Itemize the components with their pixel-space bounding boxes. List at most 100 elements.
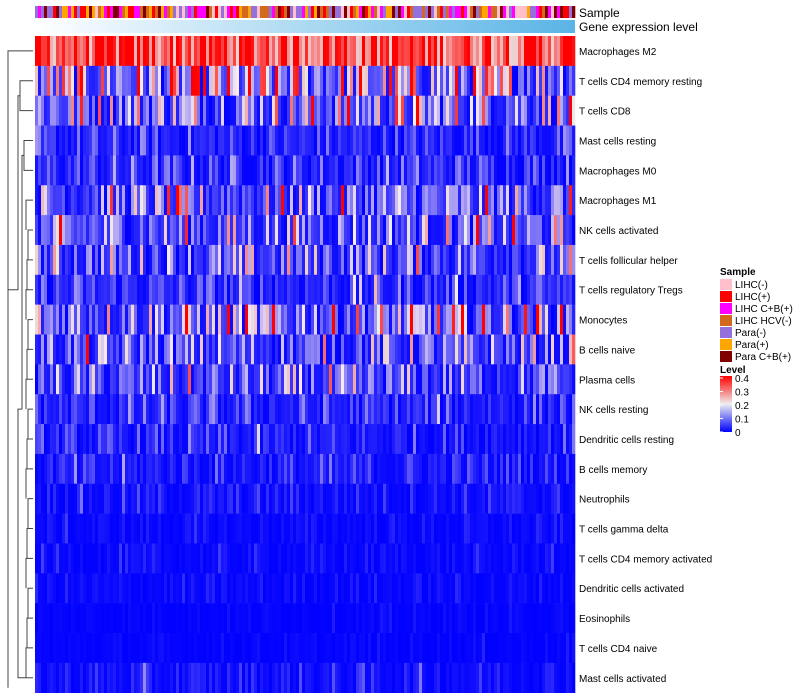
heatmap-cell — [164, 185, 168, 216]
heatmap-cell — [443, 483, 447, 514]
heatmap-cell — [125, 513, 129, 544]
heatmap-cell — [386, 453, 390, 485]
heatmap-cell — [236, 513, 240, 544]
heatmap-cell — [563, 453, 567, 485]
heatmap-cell — [251, 155, 255, 186]
heatmap-cell — [353, 185, 357, 216]
heatmap-cell — [266, 95, 270, 126]
heatmap-cell — [443, 244, 447, 276]
legend-sample-label: Para(+) — [735, 340, 769, 351]
heatmap-cell — [302, 483, 306, 514]
heatmap-cell — [71, 513, 75, 544]
heatmap-cell — [101, 394, 105, 425]
heatmap-cell — [206, 155, 210, 186]
heatmap-cell — [89, 364, 93, 395]
heatmap-cell — [362, 274, 366, 305]
heatmap-cell — [497, 394, 501, 425]
heatmap-cell — [200, 513, 204, 544]
heatmap-cell — [185, 513, 189, 544]
heatmap-cell — [131, 334, 135, 365]
heatmap-cell — [359, 304, 363, 335]
heatmap-cell — [332, 394, 336, 425]
sample-annotation-cell — [524, 6, 528, 18]
heatmap-cell — [449, 543, 453, 574]
heatmap-cell — [239, 633, 243, 664]
heatmap-cell — [452, 424, 456, 455]
heatmap-cell — [548, 603, 552, 634]
heatmap-cell — [530, 215, 534, 246]
heatmap-cell — [470, 65, 474, 96]
heatmap-cell — [74, 334, 78, 365]
heatmap-cell — [566, 274, 570, 305]
heatmap-cell — [422, 95, 426, 126]
heatmap-cell — [389, 185, 393, 216]
heatmap-cell — [368, 483, 372, 514]
heatmap-cell — [326, 424, 330, 455]
heatmap-cell — [146, 573, 150, 604]
heatmap-cell — [218, 215, 222, 246]
heatmap-cell — [242, 453, 246, 485]
heatmap-cell — [437, 453, 441, 485]
heatmap-cell — [476, 185, 480, 216]
heatmap-cell — [47, 513, 51, 544]
heatmap-cell — [434, 304, 438, 335]
heatmap-cell — [410, 274, 414, 305]
heatmap-cell — [395, 125, 399, 156]
heatmap-cell — [278, 274, 282, 305]
heatmap-cell — [413, 304, 417, 335]
heatmap-cell — [152, 603, 156, 634]
sample-annotation-cell — [449, 6, 453, 18]
heatmap-cell — [317, 125, 321, 156]
sample-annotation-cell — [362, 6, 366, 18]
heatmap-cell — [410, 364, 414, 395]
heatmap-cell — [302, 662, 306, 693]
heatmap-cell — [572, 155, 576, 186]
heatmap-cell — [242, 334, 246, 365]
heatmap-cell — [410, 483, 414, 514]
heatmap-cell — [320, 394, 324, 425]
heatmap-cell — [308, 304, 312, 335]
heatmap-cell — [71, 453, 75, 485]
heatmap-cell — [434, 603, 438, 634]
heatmap-cell — [35, 36, 39, 67]
heatmap-cell — [545, 304, 549, 335]
heatmap-cell — [185, 483, 189, 514]
sample-annotation-cell — [248, 6, 252, 18]
heatmap-cell — [434, 36, 438, 67]
heatmap-cell — [269, 334, 273, 365]
legend-swatch — [720, 351, 732, 362]
heatmap-cell — [341, 95, 345, 126]
heatmap-cell — [359, 424, 363, 455]
heatmap-cell — [71, 603, 75, 634]
heatmap-cell — [233, 633, 237, 664]
heatmap-cell — [392, 304, 396, 335]
row-label: Macrophages M1 — [579, 196, 657, 207]
heatmap-cell — [500, 185, 504, 216]
heatmap-cell — [122, 215, 126, 246]
heatmap-cell — [278, 244, 282, 276]
heatmap-cell — [566, 453, 570, 485]
heatmap-cell — [203, 424, 207, 455]
heatmap-cell — [77, 424, 81, 455]
heatmap-cell — [569, 36, 573, 67]
heatmap-cell — [470, 662, 474, 693]
heatmap-cell — [437, 244, 441, 276]
heatmap-cell — [149, 274, 153, 305]
heatmap-cell — [320, 155, 324, 186]
heatmap-cell — [428, 364, 432, 395]
heatmap-cell — [503, 603, 507, 634]
heatmap-cell — [140, 304, 144, 335]
heatmap-cell — [146, 304, 150, 335]
heatmap-cell — [320, 304, 324, 335]
heatmap-cell — [134, 483, 138, 514]
heatmap-cell — [188, 155, 192, 186]
sample-annotation-cell — [416, 6, 420, 18]
heatmap-cell — [356, 453, 360, 485]
heatmap-cell — [188, 304, 192, 335]
heatmap-cell — [236, 125, 240, 156]
heatmap-cell — [299, 513, 303, 544]
heatmap-cell — [170, 543, 174, 574]
heatmap-cell — [140, 364, 144, 395]
heatmap-cell — [476, 662, 480, 693]
heatmap-cell — [254, 95, 258, 126]
